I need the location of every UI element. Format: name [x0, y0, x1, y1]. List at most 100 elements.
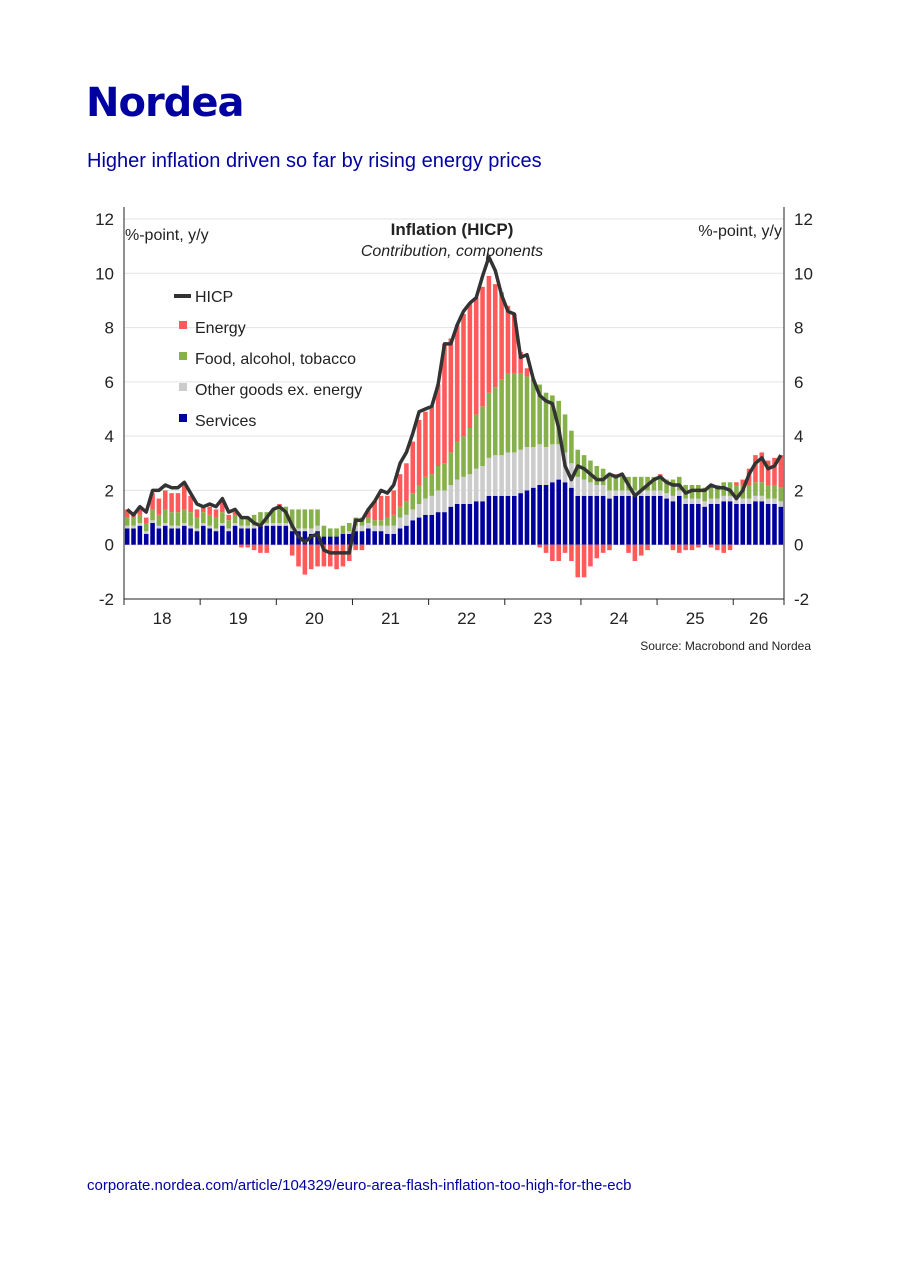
bar-food: [258, 512, 263, 523]
bar-other: [296, 528, 301, 532]
x-tick-label: 21: [381, 609, 400, 628]
y-tick-label-right: -2: [794, 590, 809, 609]
bar-other: [124, 525, 130, 529]
bar-food: [124, 517, 130, 526]
bar-services: [721, 501, 726, 545]
bar-services: [150, 523, 155, 545]
bar-other: [746, 498, 752, 504]
article-link[interactable]: corporate.nordea.com/article/104329/euro…: [87, 1177, 632, 1194]
bar-other: [416, 504, 422, 518]
bar-services: [531, 487, 536, 545]
y-tick-label-left: -2: [99, 590, 114, 609]
bar-energy: [397, 474, 403, 507]
bar-energy: [175, 493, 181, 513]
bar-services: [201, 525, 206, 545]
bar-energy: [562, 544, 568, 553]
bar-energy: [416, 419, 422, 485]
bar-other: [499, 455, 504, 496]
bar-other: [251, 525, 257, 529]
bar-services: [772, 504, 777, 545]
bar-other: [245, 525, 251, 529]
bar-other: [359, 525, 365, 532]
bar-services: [347, 533, 352, 545]
bar-other: [226, 528, 231, 532]
bar-food: [213, 517, 219, 529]
bar-services: [448, 506, 454, 545]
bar-services: [505, 495, 511, 545]
bar-other: [391, 525, 396, 534]
bar-services: [550, 482, 555, 545]
bar-energy: [245, 544, 251, 548]
bar-services: [600, 495, 606, 545]
bar-energy: [715, 544, 720, 551]
bar-food: [245, 517, 251, 526]
bar-food: [156, 514, 162, 526]
y-tick-labels: -2 -2 0 0 2 2 4 4 6 6 8 8 10 10 12 12: [95, 210, 813, 609]
bar-food: [201, 512, 206, 523]
bar-food: [537, 384, 542, 445]
bar-food: [638, 476, 644, 491]
bar-food: [347, 523, 352, 532]
bar-energy: [727, 544, 733, 551]
bar-services: [131, 528, 136, 545]
bar-food: [131, 517, 136, 526]
bar-energy: [473, 297, 479, 415]
x-tick-label: 19: [229, 609, 248, 628]
bar-services: [461, 504, 466, 545]
bar-energy: [308, 544, 314, 570]
bar-energy: [302, 544, 308, 575]
bar-energy: [512, 314, 517, 374]
bar-other: [467, 474, 473, 504]
bar-other: [194, 528, 200, 532]
y-tick-label-left: 8: [105, 319, 114, 338]
bar-other: [454, 479, 460, 504]
bar-other: [372, 525, 377, 532]
bar-food: [632, 476, 638, 491]
bar-energy: [435, 384, 441, 466]
y-tick-label-right: 8: [794, 319, 803, 338]
bar-energy: [600, 544, 606, 553]
bar-other: [302, 528, 308, 532]
bar-services: [372, 531, 377, 545]
bar-services: [626, 495, 631, 545]
bar-services: [308, 533, 314, 545]
bar-energy: [353, 544, 358, 551]
bar-energy: [740, 479, 746, 485]
bar-services: [423, 514, 428, 545]
bar-energy: [454, 324, 460, 442]
bar-other: [347, 531, 352, 534]
bar-food: [251, 514, 257, 526]
bar-services: [689, 504, 695, 545]
bar-food: [543, 392, 549, 447]
bar-energy: [607, 544, 612, 551]
bar-other: [778, 501, 784, 507]
bar-energy: [708, 544, 714, 548]
bar-energy: [442, 343, 447, 464]
bar-food: [391, 514, 396, 526]
bar-services: [708, 504, 714, 545]
bar-food: [137, 514, 143, 523]
bar-other: [518, 449, 523, 494]
bar-other: [537, 444, 542, 485]
bar-services: [162, 525, 168, 545]
bar-food: [150, 509, 155, 521]
bar-other: [772, 498, 777, 504]
bar-food: [765, 485, 771, 499]
legend-food-swatch: [179, 352, 187, 360]
bar-other: [543, 447, 549, 485]
bar-energy: [537, 544, 542, 548]
bar-other: [239, 525, 244, 529]
x-tick-label: 26: [749, 609, 768, 628]
bar-food: [518, 373, 523, 450]
chart-title: Inflation (HICP): [391, 220, 514, 239]
bar-services: [277, 525, 282, 545]
y-tick-label-right: 4: [794, 427, 803, 446]
legend-other-swatch: [179, 383, 187, 391]
bar-other: [188, 525, 193, 529]
chart-source: Source: Macrobond and Nordea: [640, 639, 811, 653]
bar-other: [727, 495, 733, 502]
bar-energy: [524, 368, 530, 377]
bar-other: [156, 525, 162, 529]
bar-energy: [626, 544, 631, 553]
